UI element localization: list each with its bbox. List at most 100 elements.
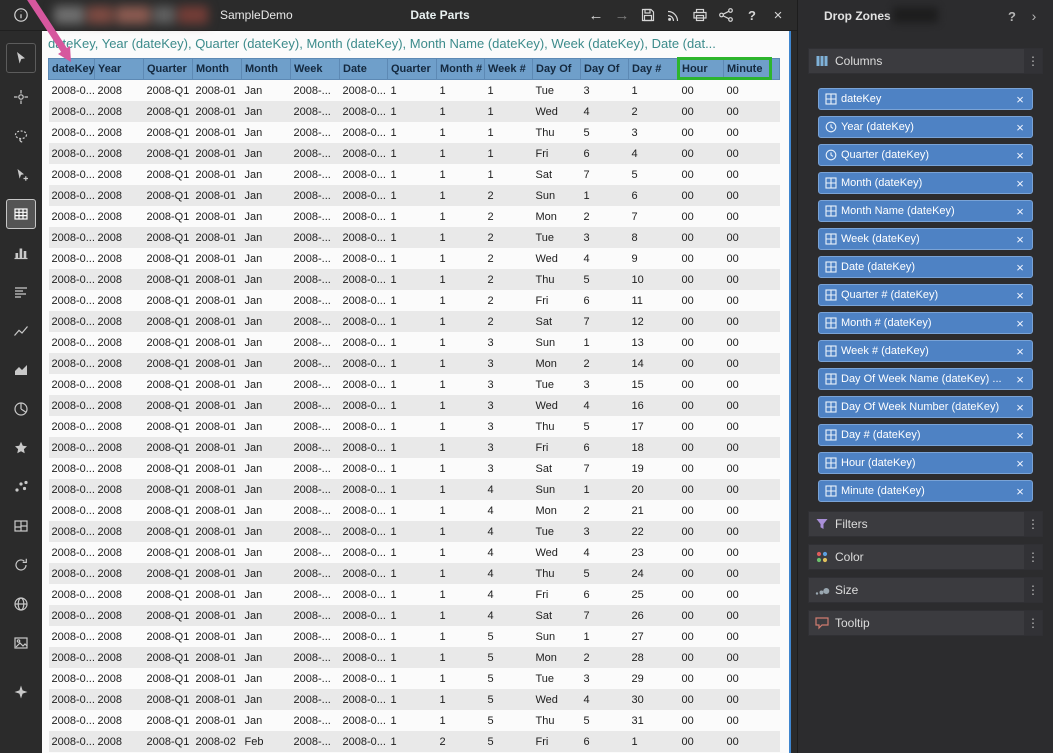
table-cell[interactable]: 1 [388,143,437,164]
table-cell[interactable]: 1 [388,269,437,290]
table-row[interactable]: 2008-0...20082008-Q12008-01Jan2008-...20… [49,563,780,584]
table-row[interactable]: 2008-0...20082008-Q12008-01Jan2008-...20… [49,479,780,500]
table-cell[interactable]: 2008-0... [340,311,388,332]
table-cell[interactable]: 3 [485,374,533,395]
table-cell[interactable]: 2008-... [291,227,340,248]
table-cell[interactable]: Thu [533,122,581,143]
column-header[interactable]: Day Of [533,59,581,80]
table-cell[interactable]: Mon [533,353,581,374]
table-cell[interactable]: Jan [242,689,291,710]
table-cell[interactable]: 3 [581,374,629,395]
table-cell[interactable]: 00 [724,563,780,584]
table-cell[interactable]: 5 [485,647,533,668]
table-cell[interactable]: Thu [533,416,581,437]
table-cell[interactable]: 00 [724,437,780,458]
table-cell[interactable]: 2008-0... [49,80,95,102]
table-cell[interactable]: 1 [388,80,437,102]
effects-tool[interactable] [6,677,36,707]
table-cell[interactable]: 2008 [95,101,144,122]
table-row[interactable]: 2008-0...20082008-Q12008-01Jan2008-...20… [49,353,780,374]
table-cell[interactable]: 2008 [95,269,144,290]
table-cell[interactable]: 2008 [95,458,144,479]
table-row[interactable]: 2008-0...20082008-Q12008-01Jan2008-...20… [49,710,780,731]
table-cell[interactable]: Jan [242,584,291,605]
table-cell[interactable]: Jan [242,668,291,689]
table-cell[interactable]: Jan [242,122,291,143]
table-cell[interactable]: 18 [629,437,679,458]
table-cell[interactable]: 2008-... [291,311,340,332]
field-pill[interactable]: Month # (dateKey)× [818,312,1033,334]
field-pill[interactable]: Date (dateKey)× [818,256,1033,278]
table-cell[interactable]: 1 [388,164,437,185]
table-cell[interactable]: 28 [629,647,679,668]
table-cell[interactable]: 1 [437,269,485,290]
table-cell[interactable]: Jan [242,227,291,248]
table-cell[interactable]: 2 [485,227,533,248]
table-cell[interactable]: 1 [437,332,485,353]
table-cell[interactable]: 2008-... [291,479,340,500]
filters-zone-header[interactable]: Filters⋮ [808,511,1043,537]
table-cell[interactable]: 16 [629,395,679,416]
table-cell[interactable]: 00 [724,122,780,143]
field-pill[interactable]: Minute (dateKey)× [818,480,1033,502]
table-cell[interactable]: 2008-Q1 [144,206,193,227]
table-cell[interactable]: 00 [724,668,780,689]
table-cell[interactable]: 15 [629,374,679,395]
table-cell[interactable]: 5 [485,668,533,689]
column-header[interactable]: Month [193,59,242,80]
table-cell[interactable]: 2008-0... [49,416,95,437]
table-cell[interactable]: 2008-0... [49,122,95,143]
table-row[interactable]: 2008-0...20082008-Q12008-01Jan2008-...20… [49,395,780,416]
table-cell[interactable]: 00 [679,689,724,710]
table-cell[interactable]: 2008 [95,479,144,500]
panel-collapse-icon[interactable]: › [1023,8,1045,24]
field-pill[interactable]: Month (dateKey)× [818,172,1033,194]
table-row[interactable]: 2008-0...20082008-Q12008-01Jan2008-...20… [49,101,780,122]
table-cell[interactable]: 2008 [95,563,144,584]
table-cell[interactable]: 3 [485,437,533,458]
table-cell[interactable]: 1 [437,290,485,311]
table-cell[interactable]: 1 [388,668,437,689]
table-cell[interactable]: 4 [485,542,533,563]
table-cell[interactable]: 1 [388,290,437,311]
table-cell[interactable]: 2008-0... [340,332,388,353]
table-cell[interactable]: 4 [485,500,533,521]
table-cell[interactable]: 2008-01 [193,311,242,332]
back-icon[interactable]: ← [587,6,605,24]
table-cell[interactable]: 1 [388,710,437,731]
table-cell[interactable]: 00 [724,101,780,122]
table-cell[interactable]: Wed [533,689,581,710]
table-cell[interactable]: 1 [437,353,485,374]
table-cell[interactable]: 23 [629,542,679,563]
table-cell[interactable]: 2008 [95,416,144,437]
table-cell[interactable]: 2008-... [291,164,340,185]
column-header[interactable]: Quarter [144,59,193,80]
table-cell[interactable]: 2008 [95,731,144,752]
table-cell[interactable]: 2008-... [291,458,340,479]
table-cell[interactable]: 1 [437,416,485,437]
table-cell[interactable]: 00 [679,542,724,563]
table-cell[interactable]: 6 [581,731,629,752]
table-cell[interactable]: 00 [724,710,780,731]
table-cell[interactable]: 2008 [95,164,144,185]
table-cell[interactable]: 2008-0... [49,437,95,458]
table-cell[interactable]: Wed [533,101,581,122]
table-cell[interactable]: 4 [485,521,533,542]
table-cell[interactable]: 00 [724,290,780,311]
scatter-visual[interactable] [6,472,36,502]
table-cell[interactable]: 3 [485,332,533,353]
table-cell[interactable]: 1 [388,479,437,500]
kebab-menu-icon[interactable]: ⋮ [1024,512,1042,536]
table-cell[interactable]: 2008-... [291,101,340,122]
info-icon[interactable] [12,6,30,24]
table-row[interactable]: 2008-0...20082008-Q12008-01Jan2008-...20… [49,500,780,521]
table-cell[interactable]: 2008 [95,437,144,458]
table-cell[interactable]: 2008-0... [49,626,95,647]
table-cell[interactable]: 3 [581,227,629,248]
table-cell[interactable]: 2008-Q1 [144,374,193,395]
table-cell[interactable]: 2008-0... [340,416,388,437]
table-cell[interactable]: 00 [679,227,724,248]
column-header[interactable]: Day Of [581,59,629,80]
table-cell[interactable]: 2008-01 [193,521,242,542]
table-cell[interactable]: 3 [485,395,533,416]
